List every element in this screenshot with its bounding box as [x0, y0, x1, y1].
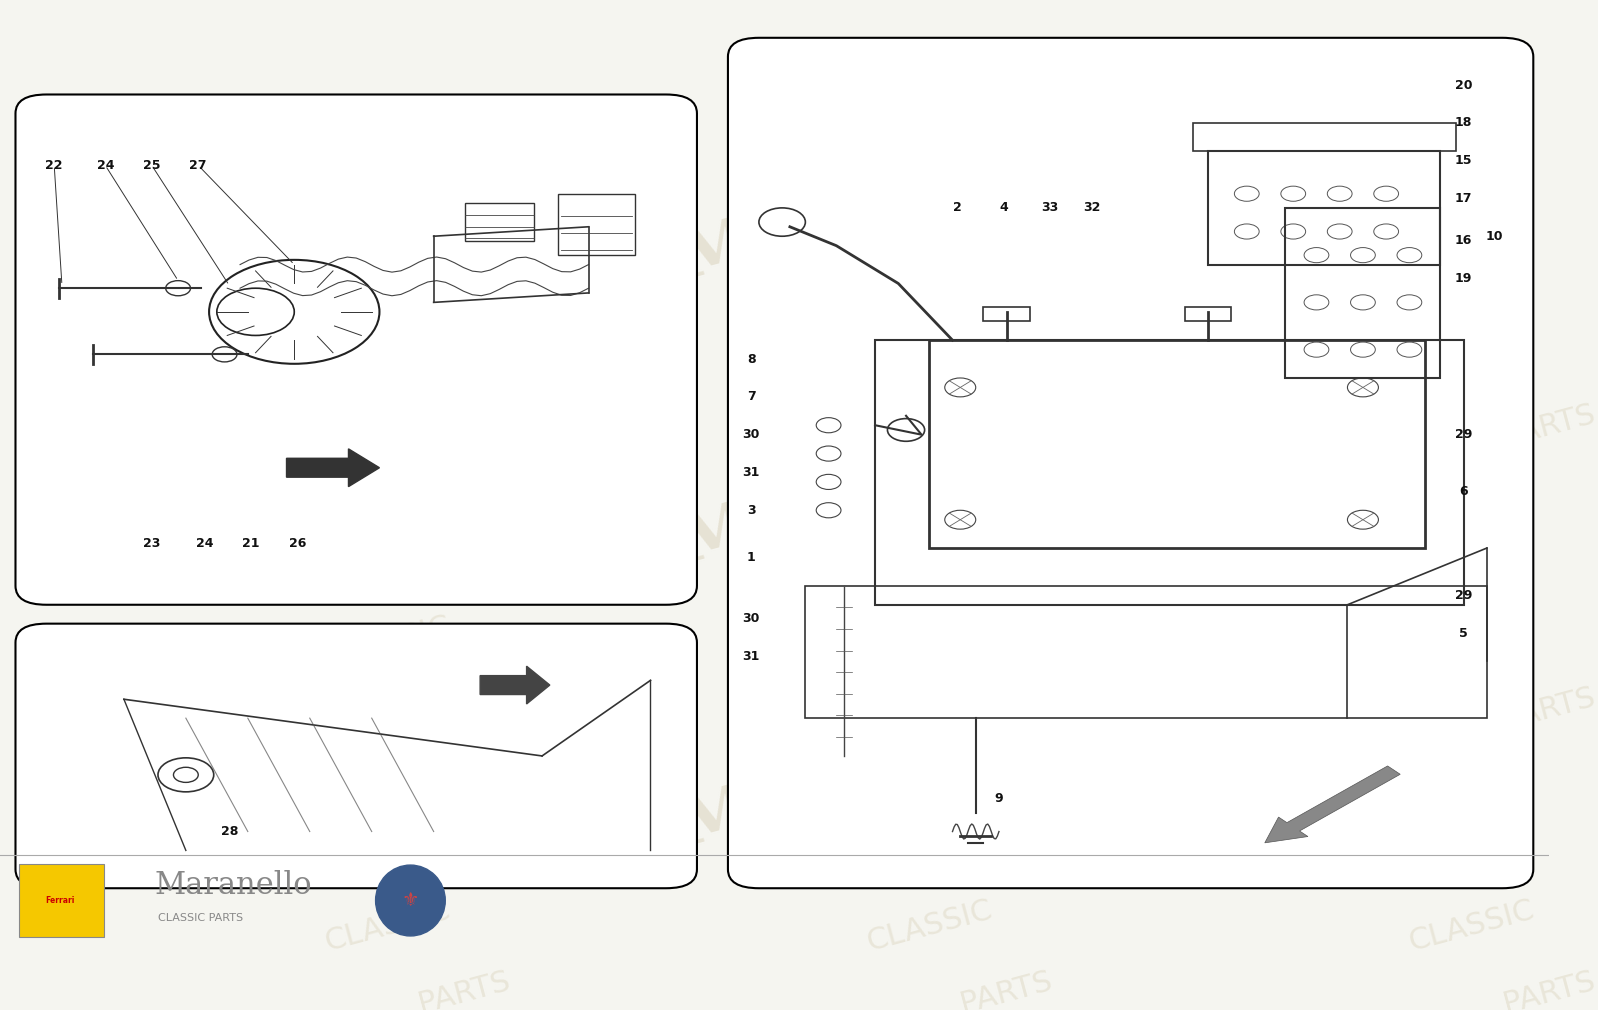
Text: 10: 10	[1486, 229, 1504, 242]
Text: 24: 24	[195, 537, 213, 549]
Text: 29: 29	[1454, 428, 1472, 441]
Text: 8: 8	[746, 352, 756, 366]
Text: PARTS: PARTS	[415, 966, 515, 1010]
Text: Mara: Mara	[671, 180, 877, 293]
Text: Mara: Mara	[671, 463, 877, 577]
Text: 27: 27	[190, 159, 208, 172]
Text: Mara: Mara	[129, 746, 336, 860]
Polygon shape	[479, 667, 550, 704]
Text: 6: 6	[1459, 485, 1469, 498]
Text: CLASSIC: CLASSIC	[321, 895, 454, 956]
Bar	[465, 203, 534, 241]
Text: 28: 28	[221, 825, 238, 838]
Text: 9: 9	[994, 792, 1004, 805]
Text: CLASSIC: CLASSIC	[1405, 612, 1537, 674]
Text: 33: 33	[1042, 201, 1059, 214]
Bar	[1285, 208, 1440, 378]
Text: 17: 17	[1454, 192, 1472, 205]
Text: Mara: Mara	[129, 463, 336, 577]
Text: 24: 24	[96, 159, 113, 172]
Text: PARTS: PARTS	[957, 966, 1056, 1010]
Text: ⚜: ⚜	[401, 891, 419, 910]
Text: 15: 15	[1454, 155, 1472, 167]
Text: 18: 18	[1454, 116, 1472, 129]
Bar	[983, 307, 1031, 321]
Text: Mara: Mara	[1214, 180, 1419, 293]
Text: 3: 3	[746, 504, 756, 517]
Bar	[1184, 307, 1232, 321]
Text: 30: 30	[743, 612, 761, 625]
Text: PARTS: PARTS	[1499, 683, 1598, 735]
Text: 20: 20	[1454, 79, 1472, 92]
Text: PARTS: PARTS	[1499, 399, 1598, 451]
Text: 22: 22	[45, 159, 62, 172]
Text: 31: 31	[743, 650, 761, 664]
Text: 26: 26	[289, 537, 307, 549]
Bar	[805, 586, 1486, 718]
FancyBboxPatch shape	[729, 37, 1534, 888]
Text: CLASSIC: CLASSIC	[863, 328, 996, 390]
Text: PARTS: PARTS	[415, 683, 515, 735]
Bar	[1208, 152, 1440, 265]
Bar	[876, 340, 1464, 605]
Bar	[1192, 123, 1456, 152]
Text: 4: 4	[999, 201, 1008, 214]
Text: 31: 31	[743, 466, 761, 479]
Text: 23: 23	[144, 537, 160, 549]
Text: 16: 16	[1454, 234, 1472, 247]
FancyBboxPatch shape	[16, 623, 697, 888]
Text: CLASSIC: CLASSIC	[863, 612, 996, 674]
Bar	[558, 194, 634, 256]
Bar	[930, 340, 1425, 548]
Text: 19: 19	[1454, 273, 1472, 285]
Text: CLASSIC PARTS: CLASSIC PARTS	[158, 913, 243, 923]
Text: Mara: Mara	[129, 180, 336, 293]
Text: 29: 29	[1454, 589, 1472, 602]
Text: CLASSIC: CLASSIC	[1405, 328, 1537, 390]
FancyBboxPatch shape	[16, 95, 697, 605]
Text: 32: 32	[1083, 201, 1101, 214]
Text: 25: 25	[144, 159, 160, 172]
Text: 7: 7	[746, 391, 756, 403]
Text: CLASSIC: CLASSIC	[321, 328, 454, 390]
Text: 2: 2	[952, 201, 962, 214]
Polygon shape	[286, 448, 379, 487]
FancyArrow shape	[1264, 766, 1400, 842]
Text: Mara: Mara	[1214, 463, 1419, 577]
Text: Mara: Mara	[671, 746, 877, 860]
Text: CLASSIC: CLASSIC	[863, 895, 996, 956]
Text: MA: MA	[1288, 62, 1438, 166]
Text: CLASSIC: CLASSIC	[1405, 895, 1537, 956]
Text: CLASSIC: CLASSIC	[321, 612, 454, 674]
Text: Maranello: Maranello	[155, 870, 313, 901]
Text: PARTS: PARTS	[957, 683, 1056, 735]
Text: 30: 30	[743, 428, 761, 441]
Bar	[19, 864, 104, 937]
Text: Mara: Mara	[1214, 746, 1419, 860]
Text: PARTS: PARTS	[415, 399, 515, 451]
Ellipse shape	[376, 866, 446, 936]
Text: Ferrari: Ferrari	[46, 896, 75, 905]
Text: PARTS: PARTS	[957, 399, 1056, 451]
Text: 5: 5	[1459, 626, 1469, 639]
Text: 21: 21	[243, 537, 259, 549]
Text: 1: 1	[746, 551, 756, 564]
Text: PARTS: PARTS	[1499, 966, 1598, 1010]
